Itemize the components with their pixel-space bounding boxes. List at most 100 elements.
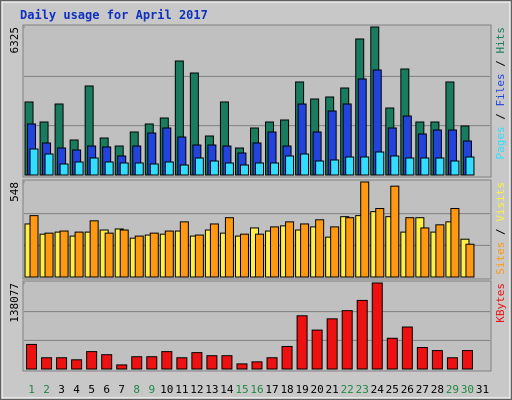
bar: [194, 157, 204, 176]
bar: [435, 224, 445, 278]
bar: [465, 243, 475, 278]
bar: [41, 357, 53, 370]
bar: [285, 221, 295, 278]
legend: Pages / Files / Hits: [494, 27, 507, 160]
legend-entry: Pages: [494, 126, 507, 159]
legend-entry: Hits: [494, 27, 507, 54]
x-tick-label: 22: [341, 383, 354, 396]
bar: [29, 215, 39, 278]
bar: [191, 352, 203, 370]
y-tick-label: 548: [8, 182, 21, 202]
x-tick-label: 29: [446, 383, 459, 396]
bar: [330, 159, 340, 176]
bar: [431, 350, 443, 370]
bar: [224, 217, 234, 278]
x-tick-label: 9: [148, 383, 155, 396]
bar: [119, 162, 129, 176]
x-tick-label: 30: [461, 383, 474, 396]
bar: [59, 163, 69, 176]
bar: [386, 337, 398, 370]
bar: [270, 226, 280, 278]
x-tick-label: 25: [386, 383, 399, 396]
legend-entry: Files: [494, 73, 507, 106]
bar: [375, 151, 385, 176]
legend-separator: /: [494, 107, 507, 127]
bar: [89, 220, 99, 278]
x-tick-label: 7: [118, 383, 125, 396]
bar: [405, 157, 415, 176]
bar: [221, 355, 233, 370]
bar: [134, 235, 144, 278]
bar: [330, 226, 340, 278]
bar: [164, 161, 174, 176]
bar: [86, 351, 98, 370]
bar: [224, 162, 234, 176]
bar: [401, 326, 413, 370]
bar: [285, 155, 295, 176]
bar: [89, 157, 99, 176]
bar: [104, 232, 114, 278]
bar: [179, 164, 189, 176]
x-tick-label: 16: [250, 383, 263, 396]
bar: [239, 233, 249, 278]
bar: [44, 232, 54, 278]
legend-entry: KBytes: [494, 283, 507, 323]
bar: [255, 162, 264, 176]
bar: [371, 282, 383, 370]
bar: [146, 356, 158, 370]
x-tick-label: 2: [43, 383, 50, 396]
bar: [209, 160, 219, 176]
legend-separator: /: [494, 54, 507, 74]
x-tick-label: 24: [371, 383, 385, 396]
bar: [341, 310, 353, 370]
x-tick-label: 8: [133, 383, 140, 396]
bar: [390, 185, 400, 278]
bar: [74, 161, 84, 176]
bar: [164, 230, 174, 278]
x-tick-label: 5: [88, 383, 95, 396]
legend-entry: Visits: [494, 182, 507, 222]
bar: [311, 329, 323, 370]
x-tick-label: 13: [205, 383, 218, 396]
bar: [149, 232, 159, 278]
bar: [461, 350, 473, 370]
bar: [71, 359, 83, 370]
bar: [116, 364, 128, 370]
legend: Sites / Visits: [494, 182, 507, 275]
x-tick-label: 11: [175, 383, 188, 396]
x-tick-label: 19: [295, 383, 308, 396]
bar: [356, 299, 368, 370]
bar: [194, 234, 204, 278]
bar: [176, 357, 188, 370]
bar: [44, 153, 54, 176]
bar: [300, 223, 310, 278]
bar: [131, 356, 143, 370]
bar: [29, 148, 39, 176]
y-tick-label: 6325: [8, 27, 21, 54]
x-tick-label: 20: [311, 383, 324, 396]
bar: [74, 231, 84, 278]
x-tick-label: 1: [28, 383, 35, 396]
legend: KBytes: [494, 283, 507, 323]
bar: [206, 355, 218, 370]
bar: [239, 164, 249, 176]
bar: [315, 219, 325, 278]
x-tick-label: 17: [265, 383, 278, 396]
x-tick-label: 31: [476, 383, 489, 396]
x-tick-label: 4: [73, 383, 80, 396]
bar: [296, 315, 308, 370]
bar: [236, 363, 248, 370]
bar: [450, 208, 460, 278]
bar: [420, 227, 430, 278]
bar: [375, 208, 385, 278]
bar: [360, 181, 370, 278]
x-tick-label: 18: [280, 383, 293, 396]
bar: [416, 347, 428, 370]
bar: [59, 230, 69, 278]
bar: [179, 221, 189, 278]
bar: [420, 157, 430, 176]
x-tick-label: 12: [190, 383, 203, 396]
bar: [326, 318, 338, 370]
